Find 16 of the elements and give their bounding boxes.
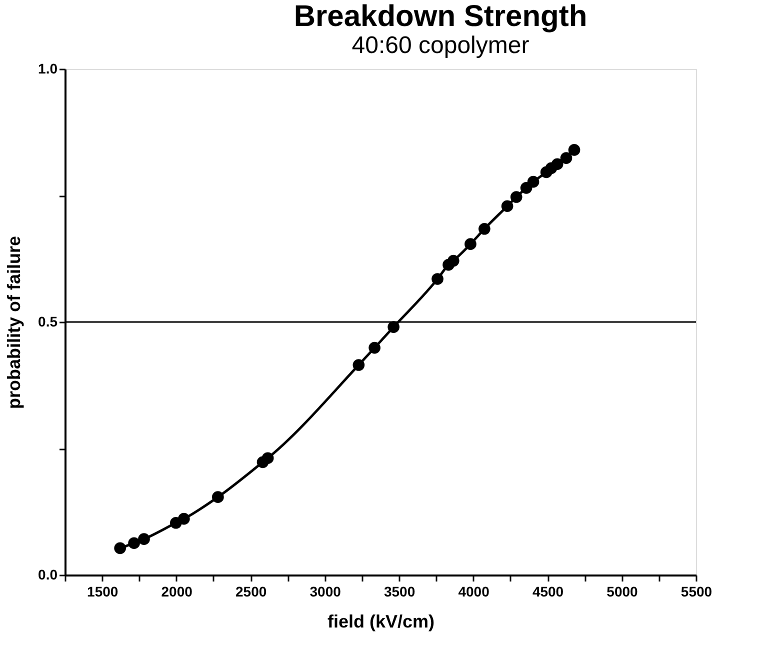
x-tick-label: 3500: [384, 584, 416, 600]
x-tick-label: 4500: [532, 584, 564, 600]
y-tick-label: 0.5: [38, 314, 58, 330]
chart-subtitle: 40:60 copolymer: [352, 32, 530, 59]
x-tick-label: 4000: [458, 584, 490, 600]
x-tick-label: 2500: [236, 584, 267, 600]
x-axis-title: field (kV/cm): [327, 612, 435, 632]
x-tick-label: 5500: [680, 584, 712, 600]
x-tick-label: 3000: [310, 584, 342, 600]
y-tick-label: 1.0: [38, 60, 58, 76]
x-tick-label: 1500: [87, 584, 118, 600]
x-tick-label: 2000: [161, 584, 193, 600]
y-tick-label: 0.0: [38, 566, 58, 582]
chart-title: Breakdown Strength: [294, 0, 588, 33]
x-tick-label: 5000: [606, 584, 638, 600]
y-axis-title: probability of failure: [4, 236, 24, 410]
